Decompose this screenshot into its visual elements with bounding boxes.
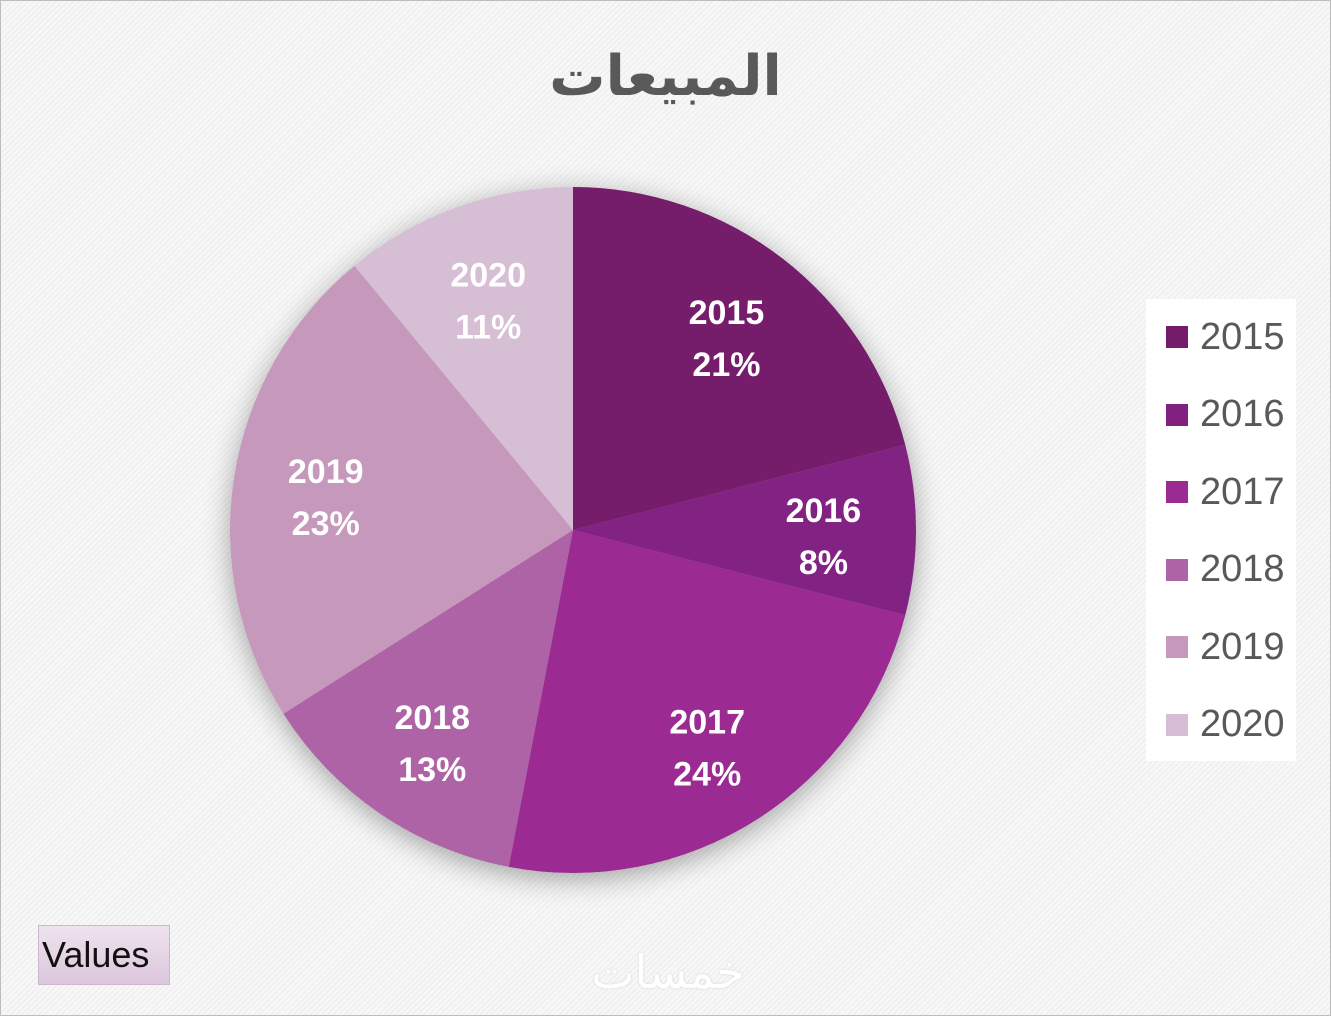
- slice-category-label-2019: 2019: [288, 453, 364, 491]
- slice-category-label-2020: 2020: [450, 256, 526, 294]
- legend-label: 2019: [1200, 625, 1285, 668]
- legend-item-2016[interactable]: 2016: [1166, 393, 1285, 435]
- legend-label: 2017: [1200, 470, 1285, 513]
- slice-percent-label-2019: 23%: [292, 505, 360, 543]
- legend-swatch: [1166, 403, 1188, 426]
- legend-swatch: [1166, 636, 1188, 658]
- pie-slice-2020[interactable]: [354, 187, 573, 530]
- legend-swatch: [1166, 326, 1188, 348]
- pie-slice-2018[interactable]: [283, 530, 573, 867]
- legend: 2015 2016 2017 2018 2019 2020: [1146, 299, 1296, 761]
- legend-swatch: [1166, 713, 1188, 736]
- legend-label: 2020: [1200, 703, 1285, 745]
- legend-swatch: [1166, 558, 1188, 581]
- legend-swatch: [1166, 481, 1188, 503]
- pie-slice-2016[interactable]: [573, 444, 916, 616]
- slice-percent-label-2016: 8%: [799, 544, 848, 582]
- slice-percent-label-2020: 11%: [455, 308, 521, 346]
- watermark-logo: خمسات: [591, 945, 745, 999]
- slice-percent-label-2017: 24%: [673, 755, 741, 793]
- pie-slice-2019[interactable]: [230, 265, 574, 714]
- legend-label: 2016: [1200, 393, 1285, 435]
- legend-label: 2018: [1200, 548, 1285, 590]
- legend-item-2018[interactable]: 2018: [1166, 548, 1285, 590]
- chart-title: المبيعات: [549, 44, 782, 109]
- legend-label: 2015: [1200, 315, 1285, 358]
- pie-slice-2017[interactable]: [508, 530, 906, 873]
- slice-percent-label-2018: 13%: [398, 751, 466, 789]
- legend-item-2015[interactable]: 2015: [1166, 315, 1285, 358]
- pie-slice-2015[interactable]: [573, 187, 906, 530]
- legend-item-2020[interactable]: 2020: [1166, 703, 1285, 745]
- legend-item-2017[interactable]: 2017: [1166, 470, 1285, 513]
- slice-category-label-2015: 2015: [689, 294, 765, 332]
- slice-percent-label-2015: 21%: [692, 346, 760, 384]
- slice-category-label-2016: 2016: [786, 492, 862, 530]
- slice-category-label-2018: 2018: [394, 699, 470, 737]
- legend-item-2019[interactable]: 2019: [1166, 625, 1285, 668]
- slice-category-label-2017: 2017: [669, 703, 745, 741]
- values-field-button[interactable]: Values: [38, 925, 170, 985]
